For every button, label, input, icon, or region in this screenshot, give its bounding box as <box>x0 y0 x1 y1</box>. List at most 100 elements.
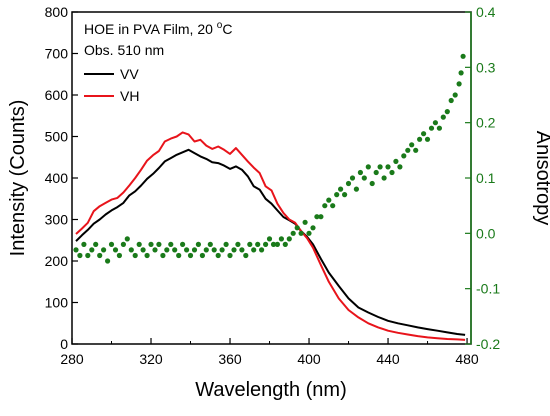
anisotropy-point <box>424 136 431 142</box>
x-tick-label: 280 <box>60 351 84 367</box>
anisotropy-point <box>428 125 435 131</box>
y-left-tick-label: 0 <box>60 336 68 352</box>
legend: VV VH <box>84 66 139 104</box>
y-right-tick-label: 0.1 <box>476 170 496 186</box>
anisotropy-point <box>105 258 111 264</box>
anisotropy-point <box>357 169 363 176</box>
anisotropy-point <box>112 247 119 253</box>
anisotropy-point <box>274 241 280 247</box>
anisotropy-point <box>148 241 154 247</box>
x-tick-label: 320 <box>139 351 163 367</box>
anisotropy-point <box>432 120 438 126</box>
anisotropy-point <box>294 225 300 231</box>
anisotropy-point <box>108 241 115 247</box>
y-left-tick-label: 600 <box>45 87 69 103</box>
anisotropy-point <box>417 136 423 142</box>
anisotropy-point <box>77 252 83 259</box>
anisotropy-point <box>421 131 427 137</box>
anisotropy-point <box>81 241 87 247</box>
anisotropy-point <box>286 236 292 242</box>
anisotropy-point <box>393 158 399 164</box>
anisotropy-point <box>156 241 162 247</box>
legend-label-vh: VH <box>120 88 139 104</box>
anisotropy-point <box>168 241 174 247</box>
annotation-line1: HOE in PVA Film, 20 oC <box>84 20 232 37</box>
y-right-tick-label: 0.3 <box>476 59 496 75</box>
anisotropy-point <box>342 192 348 198</box>
anisotropy-point <box>456 81 462 87</box>
series-line-vv <box>75 148 466 336</box>
anisotropy-point <box>85 252 91 259</box>
anisotropy-point <box>345 180 352 187</box>
anisotropy-point <box>255 241 261 247</box>
anisotropy-point <box>310 225 316 231</box>
plot-frame <box>71 11 472 345</box>
anisotropy-point <box>290 230 296 236</box>
anisotropy-point <box>251 247 257 253</box>
anisotropy-point <box>180 241 186 247</box>
anisotropy-point <box>93 241 99 247</box>
anisotropy-point <box>164 247 170 253</box>
anisotropy-point <box>120 241 126 247</box>
anisotropy-point <box>369 180 375 187</box>
anisotropy-point <box>116 252 122 259</box>
y-right-tick-label: 0.2 <box>476 115 496 131</box>
annotation-line2: Obs. 510 nm <box>84 42 164 58</box>
anisotropy-point <box>448 97 454 104</box>
anisotropy-point <box>381 175 387 181</box>
anisotropy-point <box>282 241 288 247</box>
anisotropy-point <box>401 153 407 159</box>
anisotropy-point <box>247 241 253 247</box>
anisotropy-point <box>263 241 269 247</box>
anisotropy-point <box>413 147 419 153</box>
anisotropy-point <box>140 247 146 253</box>
anisotropy-point <box>322 203 328 209</box>
anisotropy-point <box>361 175 367 181</box>
anisotropy-point <box>136 241 142 247</box>
anisotropy-point <box>207 241 213 247</box>
x-tick-label: 400 <box>297 351 321 367</box>
x-axis-ticks: 280 320 360 400 440 480 <box>60 338 479 367</box>
anisotropy-point <box>187 252 194 259</box>
anisotropy-point <box>128 247 134 253</box>
y-left-tick-label: 700 <box>45 46 69 62</box>
anisotropy-point <box>259 247 265 253</box>
anisotropy-point <box>377 164 383 170</box>
anisotropy-point <box>436 125 442 131</box>
y-right-tick-label: 0.4 <box>476 4 496 20</box>
anisotropy-point <box>195 241 201 247</box>
anisotropy-point <box>452 92 458 98</box>
series-layer <box>73 53 466 341</box>
anisotropy-point <box>235 241 241 247</box>
anisotropy-point <box>385 164 391 170</box>
anisotropy-point <box>243 252 249 259</box>
anisotropy-point <box>440 114 446 120</box>
anisotropy-point <box>211 247 217 253</box>
anisotropy-point <box>409 142 415 148</box>
y-left-axis-ticks: 0 100 200 300 400 500 600 700 800 <box>45 4 78 352</box>
y-left-tick-label: 100 <box>45 295 69 311</box>
anisotropy-point <box>460 53 466 59</box>
y-right-tick-label: -0.1 <box>476 281 500 297</box>
y-left-tick-label: 800 <box>45 4 69 20</box>
x-tick-label: 360 <box>218 351 242 367</box>
anisotropy-point <box>458 70 464 76</box>
anisotropy-point <box>160 252 166 259</box>
anisotropy-point <box>239 247 245 253</box>
y-left-tick-label: 300 <box>45 212 69 228</box>
anisotropy-point <box>349 175 356 181</box>
y-left-tick-label: 400 <box>45 170 69 186</box>
anisotropy-point <box>176 252 182 259</box>
anisotropy-point <box>298 230 304 236</box>
anisotropy-point <box>124 236 130 242</box>
anisotropy-point <box>389 169 395 176</box>
anisotropy-point <box>215 252 221 259</box>
x-tick-label: 480 <box>455 351 479 367</box>
anisotropy-point <box>405 147 411 153</box>
anisotropy-point <box>97 252 103 259</box>
y-left-axis-title: Intensity (Counts) <box>7 100 29 257</box>
x-axis-title: Wavelength (nm) <box>195 379 347 401</box>
anisotropy-point <box>397 164 403 170</box>
anisotropy-point <box>191 247 198 253</box>
